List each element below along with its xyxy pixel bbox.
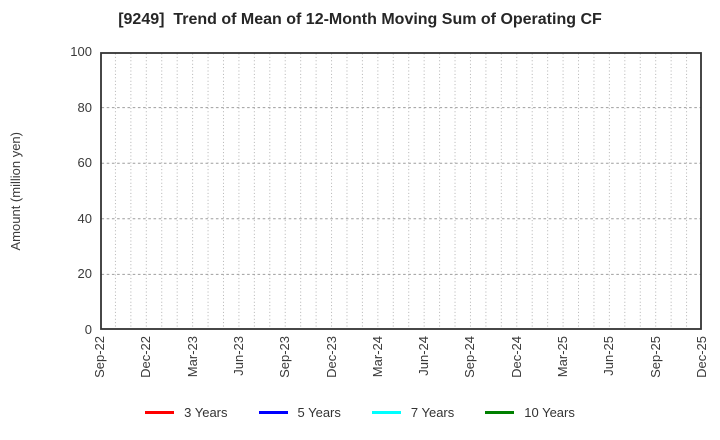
x-tick-label: Jun-24	[416, 336, 432, 376]
y-tick-label: 0	[84, 322, 92, 337]
y-axis-label: Amount (million yen)	[8, 131, 23, 251]
y-axis-label-container: Amount (million yen)	[8, 52, 23, 330]
x-tick-label: Dec-22	[138, 336, 154, 378]
y-tick-label: 20	[77, 266, 92, 282]
legend-item-7-years: 7 Years	[371, 404, 455, 420]
x-tick-label: Sep-22	[92, 336, 107, 378]
legend-label: 5 Years	[297, 404, 341, 420]
legend-line-swatch	[258, 410, 288, 414]
legend-label: 10 Years	[524, 404, 575, 420]
legend-label: 3 Years	[184, 404, 228, 420]
y-tick-label: 40	[77, 210, 92, 226]
legend-item-10-years: 10 Years	[485, 405, 575, 420]
legend: 3 Years 5 Years 7 Years 10 Years	[0, 402, 720, 422]
y-tick-label: 100	[70, 44, 92, 59]
x-tick-label: Sep-25	[647, 336, 663, 378]
x-tick-label: Mar-23	[184, 336, 200, 378]
plot-area	[100, 52, 702, 330]
legend-line-swatch	[485, 410, 515, 414]
x-tick-label: Dec-24	[508, 336, 524, 378]
legend-line-swatch	[145, 410, 175, 414]
plot-border	[100, 52, 702, 330]
x-tick-label: Mar-25	[555, 336, 571, 378]
x-tick-label: Jun-23	[230, 336, 246, 376]
x-tick-label: Jun-25	[601, 336, 617, 376]
legend-item-5-years: 5 Years	[258, 404, 341, 420]
x-tick-label: Mar-24	[369, 336, 385, 378]
legend-label: 7 Years	[410, 404, 455, 420]
x-tick-label: Sep-24	[462, 336, 478, 378]
legend-item-3-years: 3 Years	[145, 404, 228, 420]
x-tick-label: Dec-23	[323, 336, 339, 378]
chart-title: [9249] Trend of Mean of 12-Month Moving …	[118, 11, 602, 28]
y-tick-label: 80	[77, 99, 92, 115]
y-tick-label: 60	[77, 155, 92, 171]
x-tick-label: Sep-23	[277, 336, 293, 378]
legend-line-swatch	[371, 410, 401, 414]
x-tick-label: Dec-25	[694, 336, 709, 378]
